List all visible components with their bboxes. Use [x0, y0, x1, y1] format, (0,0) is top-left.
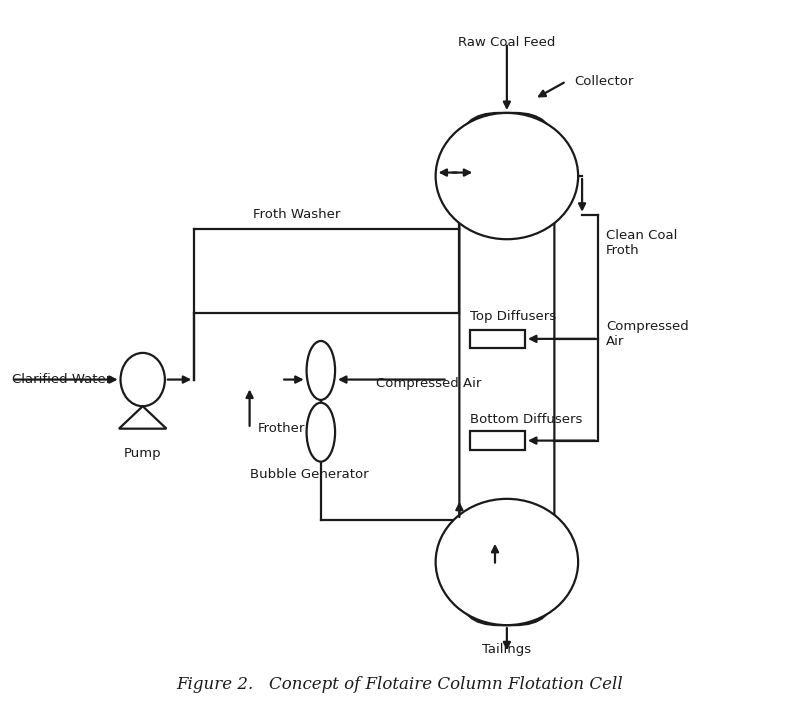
Circle shape — [436, 499, 578, 625]
Text: Froth Washer: Froth Washer — [254, 208, 341, 222]
Text: Compressed
Air: Compressed Air — [606, 320, 689, 348]
Circle shape — [436, 113, 578, 239]
Text: Frother: Frother — [258, 422, 305, 435]
Polygon shape — [119, 406, 166, 429]
Ellipse shape — [306, 403, 335, 462]
Text: Collector: Collector — [574, 75, 634, 88]
Text: Compressed Air: Compressed Air — [376, 376, 482, 390]
Bar — [470, 432, 525, 449]
Text: Pump: Pump — [124, 447, 162, 460]
Text: Clean Coal
Froth: Clean Coal Froth — [606, 229, 678, 257]
Ellipse shape — [306, 341, 335, 400]
Bar — [470, 329, 525, 348]
Text: Figure 2.   Concept of Flotaire Column Flotation Cell: Figure 2. Concept of Flotaire Column Flo… — [177, 677, 623, 693]
Text: Bottom Diffusers: Bottom Diffusers — [470, 413, 582, 426]
Text: Raw Coal Feed: Raw Coal Feed — [458, 36, 555, 49]
Text: Clarified Water: Clarified Water — [12, 373, 111, 386]
Ellipse shape — [121, 353, 165, 406]
Text: Top Diffusers: Top Diffusers — [470, 310, 556, 323]
Text: Tailings: Tailings — [482, 643, 531, 656]
Text: Bubble Generator: Bubble Generator — [250, 468, 368, 481]
